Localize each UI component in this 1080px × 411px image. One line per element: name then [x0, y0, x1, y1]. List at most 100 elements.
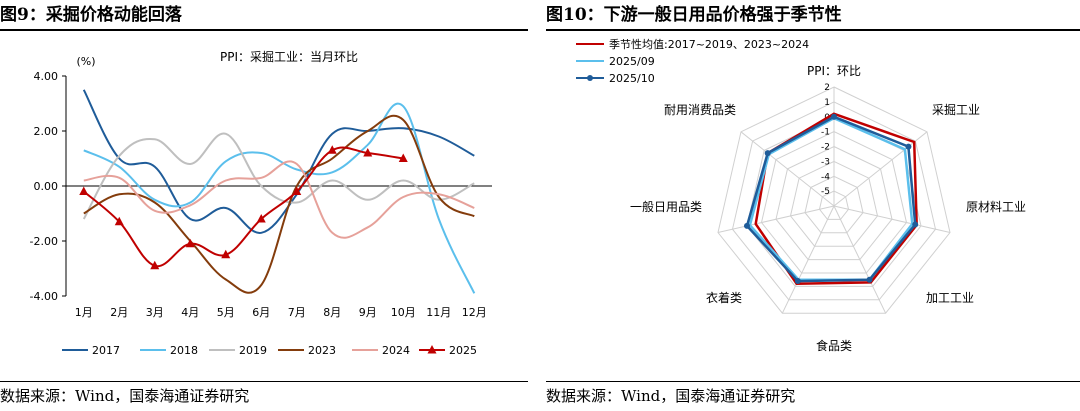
radar-data-point [905, 143, 912, 150]
radar-category-label: 加工工业 [926, 291, 974, 305]
series-2024 [83, 160, 475, 239]
legend-marker [427, 345, 437, 354]
radar-tick-label: -4 [821, 172, 830, 182]
line-chart: PPI：采掘工业：当月环比 (%) 4.00 2.00 0.00 -2.00 -4.00 1月… [30, 49, 492, 357]
series-2025 [79, 145, 408, 270]
x-tick-label: 4月 [181, 306, 199, 319]
series-2023 [83, 114, 475, 294]
legend-marker [587, 75, 593, 81]
x-tick-label: 8月 [323, 306, 341, 319]
radar-category-label: 一般日用品类 [630, 199, 702, 214]
y-tick-label: 0.00 [34, 180, 59, 193]
series-line [83, 160, 475, 239]
radar-spoke [833, 131, 928, 207]
series-line [83, 114, 475, 294]
radar-chart: 210-1-2-3-4-5PPI：环比采掘工业原材料工业加工工业食品类衣着类一般… [576, 37, 1026, 353]
x-tick-label: 9月 [359, 306, 377, 319]
data-point-marker [398, 153, 408, 162]
x-tick-label: 12月 [462, 306, 487, 319]
radar-tick-label: -2 [821, 143, 830, 153]
y-tick-label: 4.00 [34, 70, 59, 83]
x-tick-label: 7月 [288, 306, 306, 319]
x-tick-label: 5月 [217, 306, 235, 319]
radar-data-point [794, 278, 801, 285]
y-tick-label: -4.00 [30, 290, 58, 303]
radar-data-point [743, 222, 750, 229]
x-tick-label: 11月 [426, 306, 451, 319]
data-point-marker [114, 216, 124, 226]
radar-spoke [717, 205, 835, 233]
series-2017 [82, 89, 475, 234]
radar-series-2025/10 [743, 113, 919, 285]
radar-chart-title: PPI：环比 [807, 64, 861, 78]
x-tick-label: 1月 [75, 306, 93, 319]
chart-title: PPI：采掘工业：当月环比 [220, 49, 358, 64]
figure-10-source: 数据来源：Wind，国泰海通证券研究 [546, 387, 796, 405]
x-tick-label: 10月 [391, 306, 416, 319]
radar-grid-ring [804, 175, 864, 234]
y-axis-unit-label: (%) [76, 55, 95, 68]
radar-category-label: 食品类 [816, 338, 852, 353]
radar-category-label: 耐用消费品类 [664, 103, 736, 117]
legend-label: 2025 [449, 344, 477, 357]
radar-grid-ring [789, 160, 879, 247]
figure-9-source: 数据来源：Wind，国泰海通证券研究 [0, 387, 250, 405]
legend-label: 2017 [92, 344, 120, 357]
radar-category-label: 衣着类 [706, 290, 742, 305]
radar-category-label: 原材料工业 [966, 200, 1026, 214]
radar-tick-label: -5 [821, 187, 830, 197]
radar-tick-label: 2 [824, 83, 830, 93]
radar-category-label: 采掘工业 [932, 102, 980, 117]
data-point-marker [185, 238, 195, 248]
series-line [82, 132, 475, 220]
series-line [82, 89, 475, 234]
radar-data-point [764, 150, 771, 157]
legend-label: 2023 [308, 344, 336, 357]
legend-label: 季节性均值:2017~2019、2023~2024 [609, 37, 809, 51]
legend-label: 2024 [382, 344, 410, 357]
x-tick-label: 2月 [110, 306, 128, 319]
y-tick-label: 2.00 [34, 125, 59, 138]
legend-label: 2018 [170, 344, 198, 357]
figure-9-title: 图9：采掘价格动能回落 [0, 5, 182, 25]
legend-label: 2019 [239, 344, 267, 357]
radar-tick-label: -1 [821, 128, 830, 138]
radar-tick-label: 1 [824, 98, 830, 108]
data-point-marker [292, 186, 302, 195]
radar-grid-ring [717, 86, 951, 314]
series-2018 [83, 102, 476, 294]
source-rule [546, 381, 1080, 382]
radar-series-line [745, 115, 917, 283]
radar-grid-ring [818, 190, 850, 220]
radar-grid-ring [731, 101, 937, 301]
legend-label: 2025/09 [609, 55, 655, 68]
radar-data-point [866, 276, 873, 283]
radar-spoke [833, 205, 951, 233]
series-line [83, 102, 476, 294]
left-figure-panel: 图9：采掘价格动能回落 PPI：采掘工业：当月环比 (%) 4.00 2.00 0.00… [0, 0, 528, 411]
right-figure-panel: 图10：下游一般日用品价格强于季节性 2 1 0 -1 -2 -3 -4 -5 PPI：环比 采掘… [546, 0, 1080, 411]
data-point-marker [256, 214, 266, 223]
x-tick-label: 6月 [252, 306, 270, 319]
radar-data-point [912, 221, 919, 228]
figure-10-title: 图10：下游一般日用品价格强于季节性 [546, 5, 842, 25]
radar-data-point [831, 113, 837, 120]
radar-grid-ring [775, 145, 893, 261]
data-point-marker [79, 186, 89, 195]
source-rule [0, 381, 528, 382]
title-rule [546, 29, 1080, 31]
series-line [83, 146, 404, 268]
radar-spoke [781, 205, 835, 314]
x-tick-label: 3月 [146, 306, 164, 319]
data-point-marker [327, 145, 337, 154]
radar-spoke [740, 131, 835, 207]
radar-tick-label: -3 [821, 157, 830, 167]
series-2019 [82, 132, 475, 220]
data-point-marker [363, 148, 373, 157]
legend-label: 2025/10 [609, 72, 655, 85]
title-rule [0, 29, 528, 31]
radar-grid-ring [760, 131, 908, 274]
y-tick-label: -2.00 [30, 235, 58, 248]
data-point-marker [150, 260, 160, 270]
data-point-marker [221, 249, 231, 259]
